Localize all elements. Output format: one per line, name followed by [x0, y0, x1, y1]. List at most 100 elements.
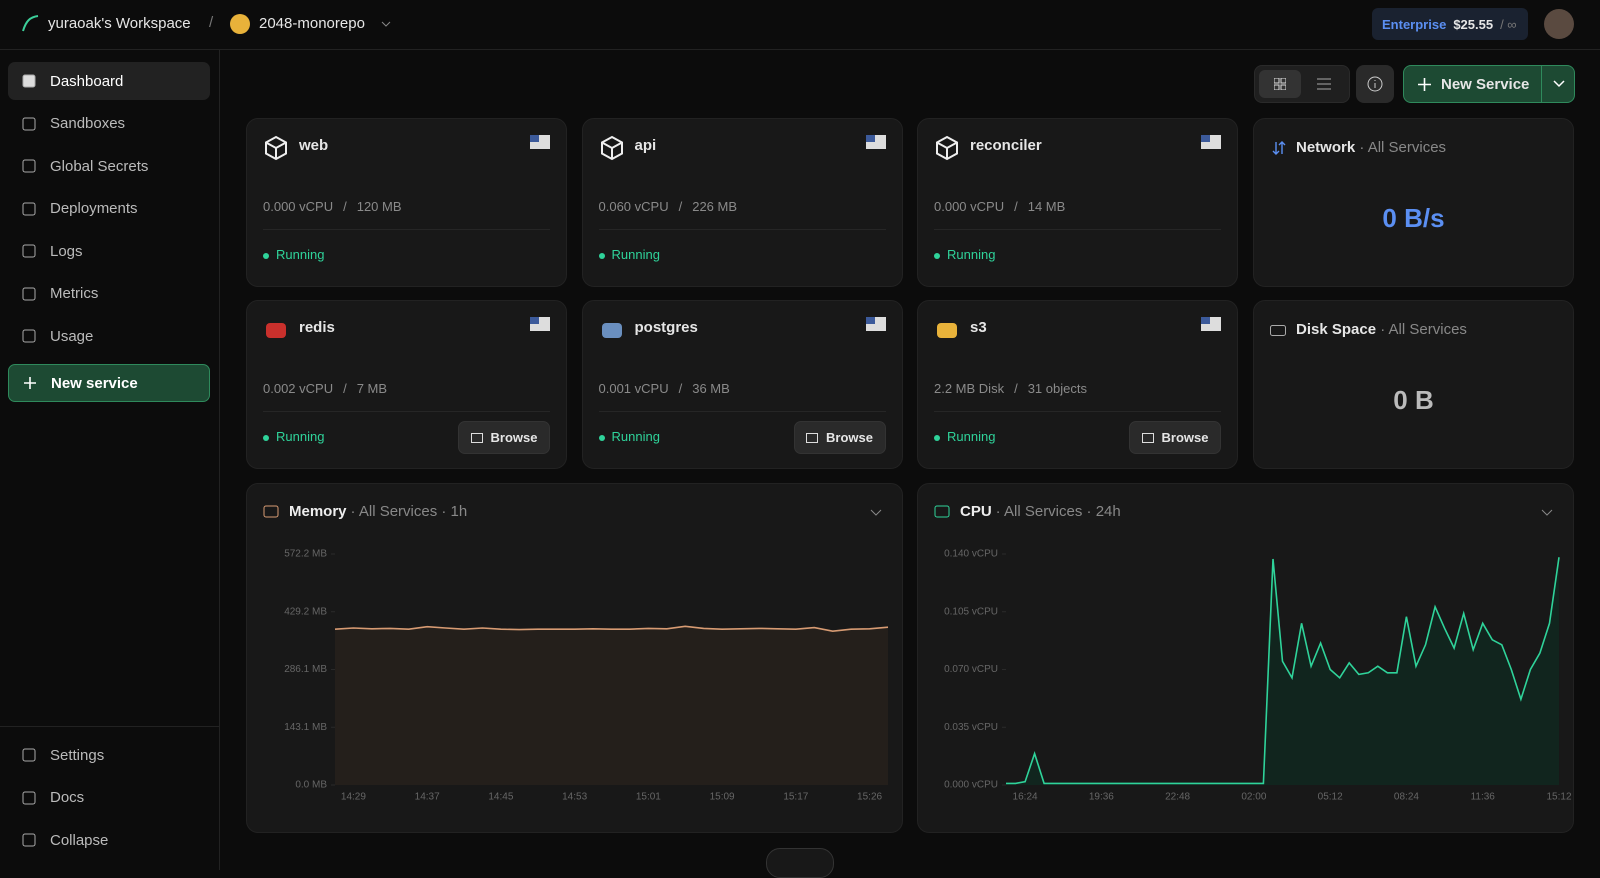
nav-label: Settings: [50, 746, 105, 764]
icon-shape: [1141, 432, 1154, 443]
grid-view[interactable]: [1259, 70, 1301, 98]
usage-primary: 0.002 vCPU: [263, 381, 334, 396]
list-view[interactable]: [1317, 78, 1331, 90]
service-name: postgres: [634, 319, 698, 336]
x-tick-label: 14:45: [488, 792, 513, 803]
usage: 2.2 MB Disk / 31 objects: [934, 381, 1097, 396]
grid-icon: [1274, 78, 1286, 90]
label: New service: [51, 374, 138, 392]
icon-shape: [22, 74, 36, 88]
status: Running: [934, 429, 995, 444]
x-tick-label: 15:01: [636, 792, 661, 803]
balance: $25.55: [1453, 16, 1494, 32]
nav-icon: [22, 202, 36, 215]
new-service-button[interactable]: New service: [8, 364, 210, 402]
logo: [22, 15, 39, 32]
cube: [265, 135, 287, 161]
chart-title: CPU · All Services · 24h: [960, 503, 1121, 520]
nav-label: Collapse: [50, 831, 109, 849]
status: Running: [599, 429, 660, 444]
chevron: [870, 509, 882, 516]
nav-item[interactable]: Collapse: [8, 821, 210, 859]
usage-sep: /: [1014, 199, 1018, 214]
flag-canton: [865, 135, 875, 142]
scroll-top[interactable]: [766, 848, 834, 878]
service-name: redis: [299, 319, 335, 336]
nav-item[interactable]: Metrics: [8, 275, 210, 313]
icon-shape: [22, 159, 36, 173]
usage-sep: /: [678, 199, 683, 214]
y-tick-label: 0.035 vCPU: [944, 722, 998, 733]
chevron: [381, 21, 391, 27]
icon-shape: [806, 432, 819, 443]
icon-shape: [22, 791, 36, 804]
service-card[interactable]: api 0.060 vCPU / 226 MB Running: [581, 118, 903, 287]
flag-canton: [1201, 317, 1210, 324]
rule: [598, 229, 886, 230]
usage-primary: 0.000 vCPU: [934, 199, 1005, 214]
service-card[interactable]: postgres 0.001 vCPU / 36 MB Running Browse: [581, 300, 903, 469]
nav-item[interactable]: Sandboxes: [8, 105, 210, 143]
flag: [1201, 135, 1221, 149]
line: [334, 625, 889, 633]
nav-item[interactable]: Usage: [8, 317, 210, 355]
chart-icon: [263, 505, 279, 518]
info-icon: [1367, 76, 1383, 92]
nav-icon: [22, 117, 36, 130]
rule: [598, 411, 886, 412]
usage-secondary: 226 MB: [692, 199, 738, 214]
title: CPU: [960, 503, 992, 520]
x-tick-label: 16:24: [1013, 792, 1038, 803]
y-tick-label: 143.1 MB: [284, 722, 327, 733]
usage-primary: 2.2 MB Disk: [934, 381, 1005, 396]
project[interactable]: 2048-monorepo: [259, 15, 365, 32]
new-service-toolbar[interactable]: New Service: [1403, 65, 1575, 103]
nav-item[interactable]: Docs: [8, 779, 210, 817]
browse-button[interactable]: Browse: [458, 421, 550, 454]
nav-item[interactable]: Dashboard: [8, 62, 210, 100]
nav-item[interactable]: Deployments: [8, 190, 210, 228]
title: Disk Space: [1296, 321, 1377, 338]
usage: 0.060 vCPU / 226 MB: [599, 199, 748, 214]
browse-button[interactable]: Browse: [1129, 421, 1221, 454]
browse-button[interactable]: Browse: [793, 421, 886, 454]
icon-shape: [470, 432, 483, 443]
service-card[interactable]: redis 0.002 vCPU / 7 MB Running Browse: [246, 300, 567, 469]
service-icon: [601, 323, 622, 338]
area: [335, 626, 888, 785]
subtitle: · All Services · 24h: [996, 503, 1121, 520]
nav-label: Logs: [50, 242, 83, 260]
table-icon: [470, 432, 483, 443]
service-card[interactable]: reconciler 0.000 vCPU / 14 MB Running: [917, 118, 1238, 287]
service-name: reconciler: [970, 137, 1042, 154]
status: Running: [263, 247, 324, 262]
nav-label: Sandboxes: [50, 115, 126, 132]
plan-badge[interactable]: Enterprise $25.55 / ∞: [1372, 8, 1528, 40]
nav-icon: [22, 329, 36, 343]
nav-item[interactable]: Settings: [8, 736, 210, 774]
nav-icon: [22, 287, 36, 300]
info-button[interactable]: [1356, 65, 1394, 103]
dropdown[interactable]: [1541, 66, 1575, 102]
browse-label: Browse: [1161, 430, 1209, 445]
avatar[interactable]: [1544, 9, 1574, 39]
x-tick-label: 05:12: [1318, 792, 1343, 803]
service-name: web: [299, 137, 329, 154]
meta: · All Services: [1380, 321, 1467, 338]
cube: [936, 135, 958, 161]
flag: [1201, 317, 1221, 331]
service-card[interactable]: s3 2.2 MB Disk / 31 objects Running Browse: [917, 300, 1238, 469]
nav-label: Dashboard: [50, 72, 124, 90]
service-icon: [600, 135, 623, 161]
workspace[interactable]: yuraoak's Workspace: [48, 15, 191, 32]
line: [1006, 557, 1560, 785]
plus-icon: [24, 377, 36, 389]
cube: [600, 135, 623, 161]
service-name: s3: [970, 319, 987, 336]
service-card[interactable]: web 0.000 vCPU / 120 MB Running: [246, 118, 567, 287]
nav-item[interactable]: Global Secrets: [8, 147, 210, 185]
icon-shape: [22, 244, 36, 258]
meta: · All Services: [1359, 139, 1447, 156]
nav-item[interactable]: Logs: [8, 232, 210, 270]
x-tick-label: 11:36: [1471, 792, 1496, 803]
